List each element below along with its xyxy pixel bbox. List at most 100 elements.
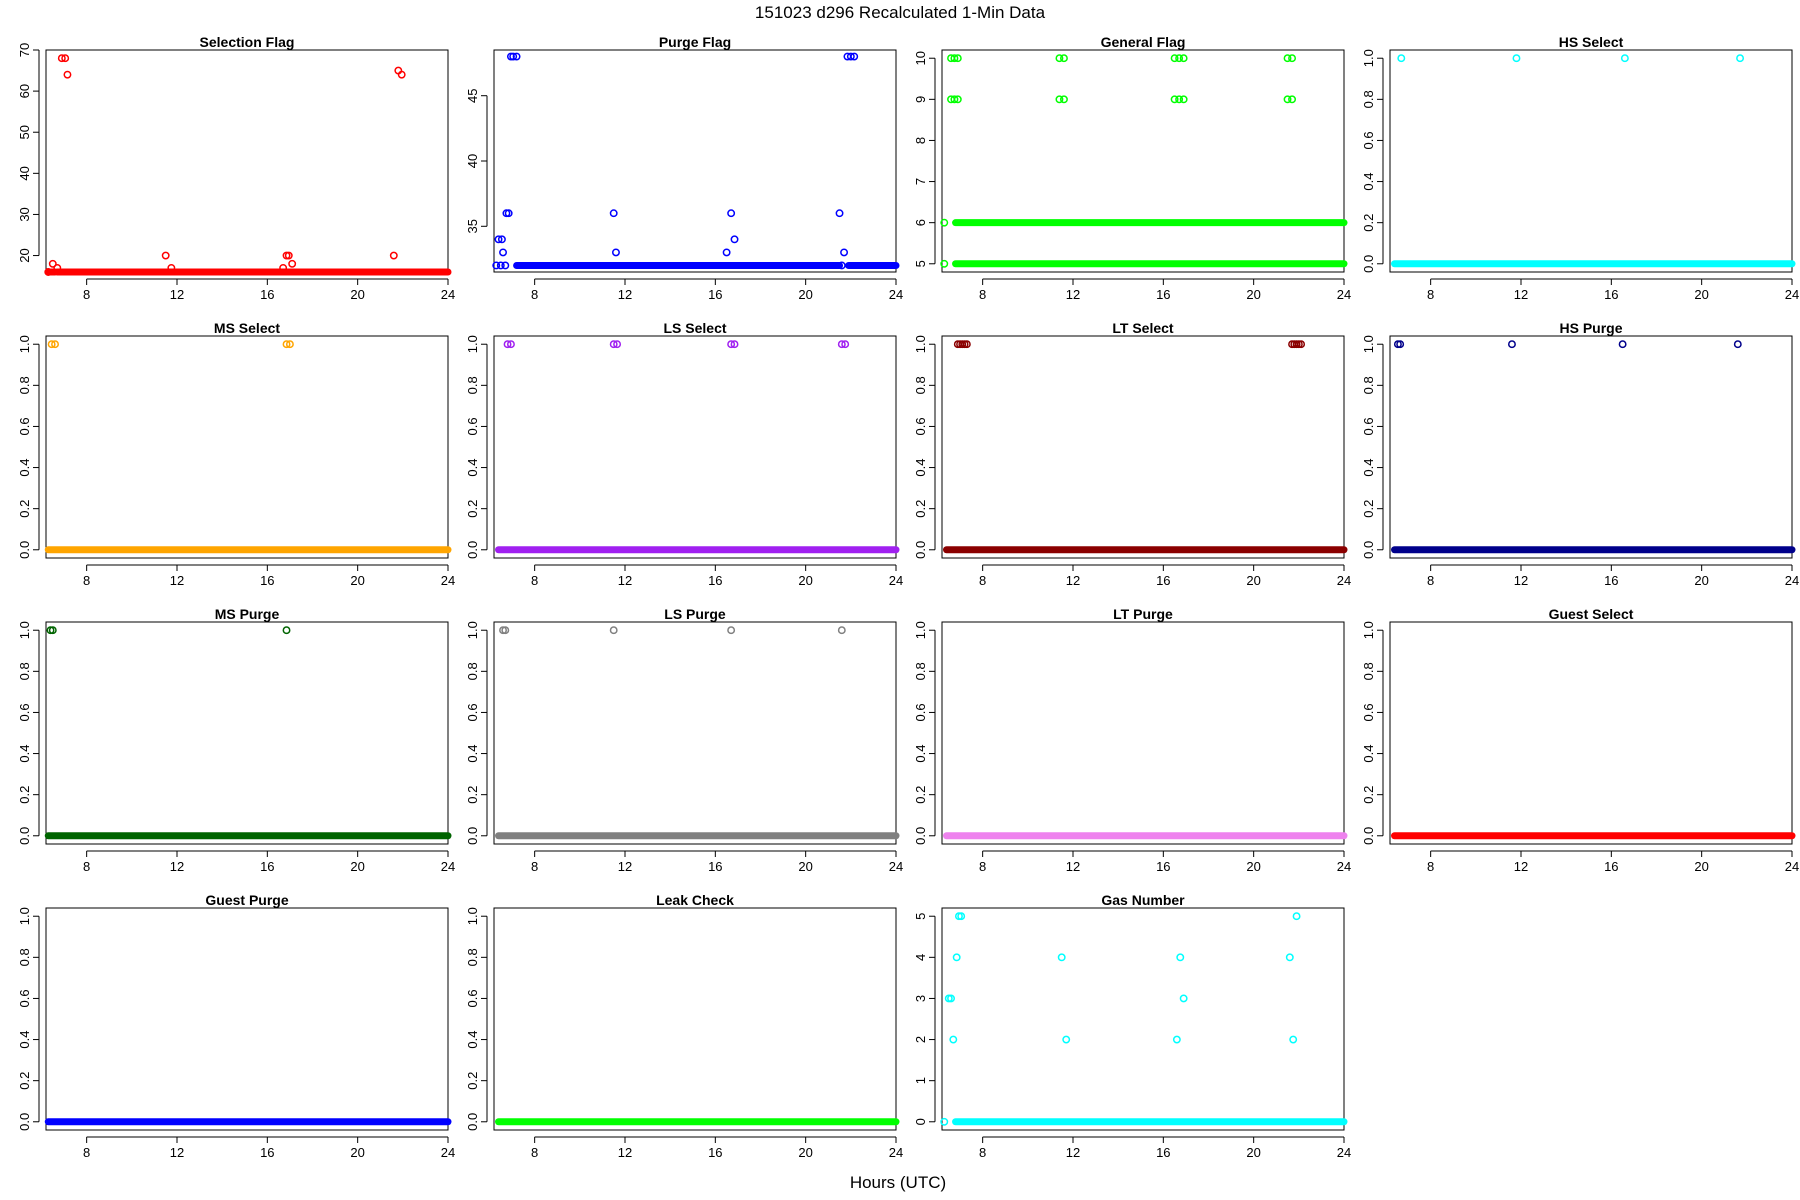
- y-tick-label: 0.4: [465, 1031, 480, 1049]
- x-tick-label: 8: [531, 859, 538, 874]
- x-tick-label: 8: [1427, 573, 1434, 588]
- panel-9: LS Purge 8 12 16 20 24 0.0 0.2 0.4 0.6 0.8 1.0: [465, 606, 903, 874]
- y-tick-label: 60: [17, 84, 32, 98]
- data-point: [279, 263, 288, 272]
- y-tick-label: 0.4: [913, 459, 928, 477]
- y-tick-label: 35: [465, 219, 480, 233]
- x-tick-label: 12: [170, 573, 184, 588]
- data-points: [44, 54, 452, 276]
- panel-4: MS Select 8 12 16 20 24 0.0 0.2 0.4 0.6 0.8 1.0: [17, 320, 455, 588]
- data-point: [63, 70, 72, 79]
- x-tick-label: 8: [1427, 287, 1434, 302]
- data-point: [492, 261, 501, 270]
- data-point: [1176, 953, 1185, 962]
- data-point: [1283, 95, 1292, 104]
- x-tick-label: 20: [350, 1145, 364, 1160]
- panel-8: MS Purge 8 12 16 20 24 0.0 0.2 0.4 0.6 0.8 1.0: [17, 606, 455, 874]
- x-tick-label: 16: [1156, 287, 1170, 302]
- panel-title: LS Select: [663, 320, 726, 336]
- data-point: [288, 259, 297, 268]
- data-point: [1396, 340, 1405, 349]
- data-point: [61, 54, 70, 63]
- y-tick-label: 0.2: [17, 1072, 32, 1090]
- y-tick-label: 0.2: [1361, 500, 1376, 518]
- y-tick-label: 0.8: [1361, 90, 1376, 108]
- x-axis: 8 12 16 20 24: [83, 850, 455, 874]
- x-tick-label: 16: [1604, 287, 1618, 302]
- plot-frame: [45, 49, 449, 273]
- data-point: [1285, 953, 1294, 962]
- x-tick-label: 24: [441, 287, 455, 302]
- x-tick-label: 16: [1604, 573, 1618, 588]
- y-tick-label: 0.4: [1361, 173, 1376, 191]
- y-tick-label: 0.2: [17, 500, 32, 518]
- data-point: [53, 263, 62, 272]
- y-tick-label: 0.8: [465, 948, 480, 966]
- y-tick-label: 0.6: [1361, 703, 1376, 721]
- x-tick-label: 8: [83, 287, 90, 302]
- y-tick-label: 1.0: [465, 907, 480, 925]
- plot-frame: [45, 907, 449, 1131]
- x-tick-label: 12: [1066, 573, 1080, 588]
- panel-title: MS Purge: [215, 606, 280, 622]
- y-tick-label: 0.0: [17, 541, 32, 559]
- x-tick-label: 24: [1337, 859, 1351, 874]
- plot-frame: [1389, 335, 1793, 559]
- x-tick-label: 16: [708, 859, 722, 874]
- y-tick-label: 0.6: [913, 417, 928, 435]
- x-tick-label: 24: [889, 573, 903, 588]
- y-tick-label: 9: [913, 96, 928, 103]
- x-axis: 8 12 16 20 24: [979, 278, 1351, 302]
- data-point: [837, 340, 846, 349]
- x-tick-label: 16: [708, 573, 722, 588]
- data-points: [492, 52, 900, 270]
- data-point: [389, 251, 398, 260]
- data-point: [1618, 340, 1627, 349]
- x-tick-label: 24: [889, 287, 903, 302]
- panel-11: Guest Select 8 12 16 20 24 0.0 0.2 0.4 0.6 0.8 1.0: [1361, 606, 1799, 874]
- x-tick-label: 16: [260, 1145, 274, 1160]
- data-point: [1170, 95, 1179, 104]
- data-point: [1289, 1035, 1298, 1044]
- panel-1: Purge Flag 8 12 16 20 24 35 40 45: [465, 34, 903, 302]
- x-tick-label: 8: [979, 573, 986, 588]
- y-axis: 0.0 0.2 0.4 0.6 0.8 1.0: [465, 907, 488, 1131]
- x-tick-label: 12: [170, 287, 184, 302]
- data-point: [730, 340, 739, 349]
- data-point: [1057, 953, 1066, 962]
- x-tick-label: 16: [1156, 573, 1170, 588]
- panel-13: Leak Check 8 12 16 20 24 0.0 0.2 0.4 0.6 0.8 1.0: [465, 892, 903, 1160]
- y-tick-label: 40: [465, 154, 480, 168]
- y-tick-label: 0.4: [465, 459, 480, 477]
- y-tick-label: 7: [913, 178, 928, 185]
- data-points: [495, 626, 900, 840]
- y-tick-label: 0.4: [17, 745, 32, 763]
- panel-title: LT Select: [1112, 320, 1174, 336]
- y-tick-label: 0.6: [465, 417, 480, 435]
- data-point: [1175, 95, 1184, 104]
- data-point: [1179, 95, 1188, 104]
- data-point: [612, 248, 620, 257]
- x-axis: 8 12 16 20 24: [83, 1136, 455, 1160]
- x-tick-label: 8: [531, 573, 538, 588]
- y-tick-label: 0.0: [465, 827, 480, 845]
- data-point: [497, 235, 506, 244]
- data-point: [1297, 340, 1306, 349]
- data-point: [501, 626, 510, 635]
- panel-title: Gas Number: [1101, 892, 1185, 908]
- data-point: [609, 340, 618, 349]
- data-point: [161, 251, 170, 260]
- x-tick-label: 8: [83, 573, 90, 588]
- data-points: [44, 340, 452, 554]
- y-tick-label: 0.0: [17, 827, 32, 845]
- data-points: [44, 626, 452, 840]
- y-tick-label: 0.0: [17, 1113, 32, 1131]
- data-point: [44, 268, 53, 276]
- y-tick-label: 70: [17, 43, 32, 57]
- x-axis: 8 12 16 20 24: [979, 850, 1351, 874]
- y-tick-label: 5: [913, 260, 928, 267]
- y-axis: 20 30 40 50 60 70: [17, 43, 40, 263]
- data-point: [1620, 54, 1629, 63]
